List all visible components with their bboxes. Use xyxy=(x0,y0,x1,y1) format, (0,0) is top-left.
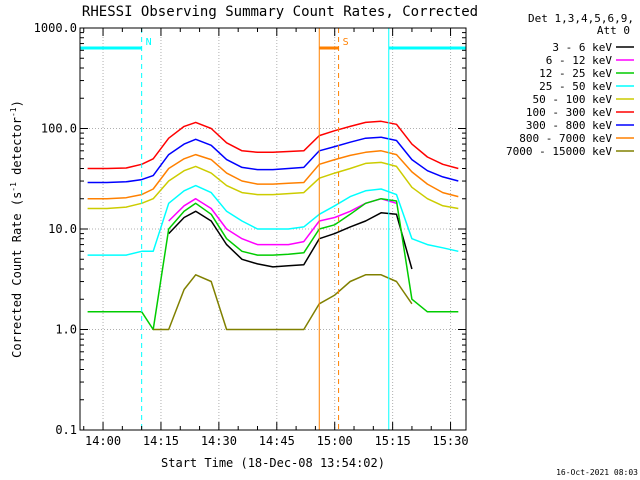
y-axis-label: Corrected Count Rate (s-1 detector-1) xyxy=(9,100,24,358)
interval-label-2: S xyxy=(343,37,349,48)
x-tick-label: 15:00 xyxy=(317,434,353,448)
y-tick-labels: 0.1 1.0 10.0 100.0 1000.0 xyxy=(34,21,77,437)
legend-label-2: 12 - 25 keV xyxy=(539,67,612,80)
y-tick-label: 0.1 xyxy=(55,423,77,437)
x-tick-labels: 14:00 14:15 14:30 14:45 15:00 15:15 15:30 xyxy=(85,434,469,448)
y-tick-label: 100.0 xyxy=(41,122,77,136)
series-line-1 xyxy=(168,197,397,246)
x-axis-label: Start Time (18-Dec-08 13:54:02) xyxy=(161,456,385,470)
series-line-3 xyxy=(87,184,459,256)
chart-title: RHESSI Observing Summary Count Rates, Co… xyxy=(82,4,478,20)
legend-label-3: 25 - 50 keV xyxy=(539,80,612,93)
x-tick-label: 14:00 xyxy=(85,434,121,448)
legend-label-0: 3 - 6 keV xyxy=(552,41,612,54)
legend-label-4: 50 - 100 keV xyxy=(533,93,613,106)
series-line-8 xyxy=(153,274,413,331)
x-tick-label: 15:30 xyxy=(432,434,468,448)
interval-label-0: N xyxy=(146,37,152,48)
series-line-5 xyxy=(87,120,459,170)
footer-timestamp: 16-Oct-2021 08:03 xyxy=(556,468,638,477)
x-tick-label: 14:30 xyxy=(201,434,237,448)
legend-header-attenuator: Att 0 xyxy=(597,24,630,37)
series-line-6 xyxy=(87,136,459,184)
series-line-7 xyxy=(87,150,459,200)
x-tick-label: 14:45 xyxy=(259,434,295,448)
x-tick-label: 15:15 xyxy=(375,434,411,448)
legend-label-7: 800 - 7000 keV xyxy=(519,132,612,145)
y-tick-label: 1.0 xyxy=(55,323,77,337)
y-tick-label: 1000.0 xyxy=(34,21,77,35)
series-lines xyxy=(87,120,459,331)
series-line-0 xyxy=(168,210,413,270)
x-tick-label: 14:15 xyxy=(143,434,179,448)
axis-ticks xyxy=(80,27,466,431)
legend-header-detectors: Det 1,3,4,5,6,9, xyxy=(528,12,634,25)
legend-label-6: 300 - 800 keV xyxy=(526,119,612,132)
legend-label-5: 100 - 300 keV xyxy=(526,106,612,119)
legend-label-8: 7000 - 15000 keV xyxy=(506,145,612,158)
series-line-4 xyxy=(87,161,459,210)
legend-label-1: 6 - 12 keV xyxy=(546,54,613,67)
y-tick-label: 10.0 xyxy=(48,222,77,236)
